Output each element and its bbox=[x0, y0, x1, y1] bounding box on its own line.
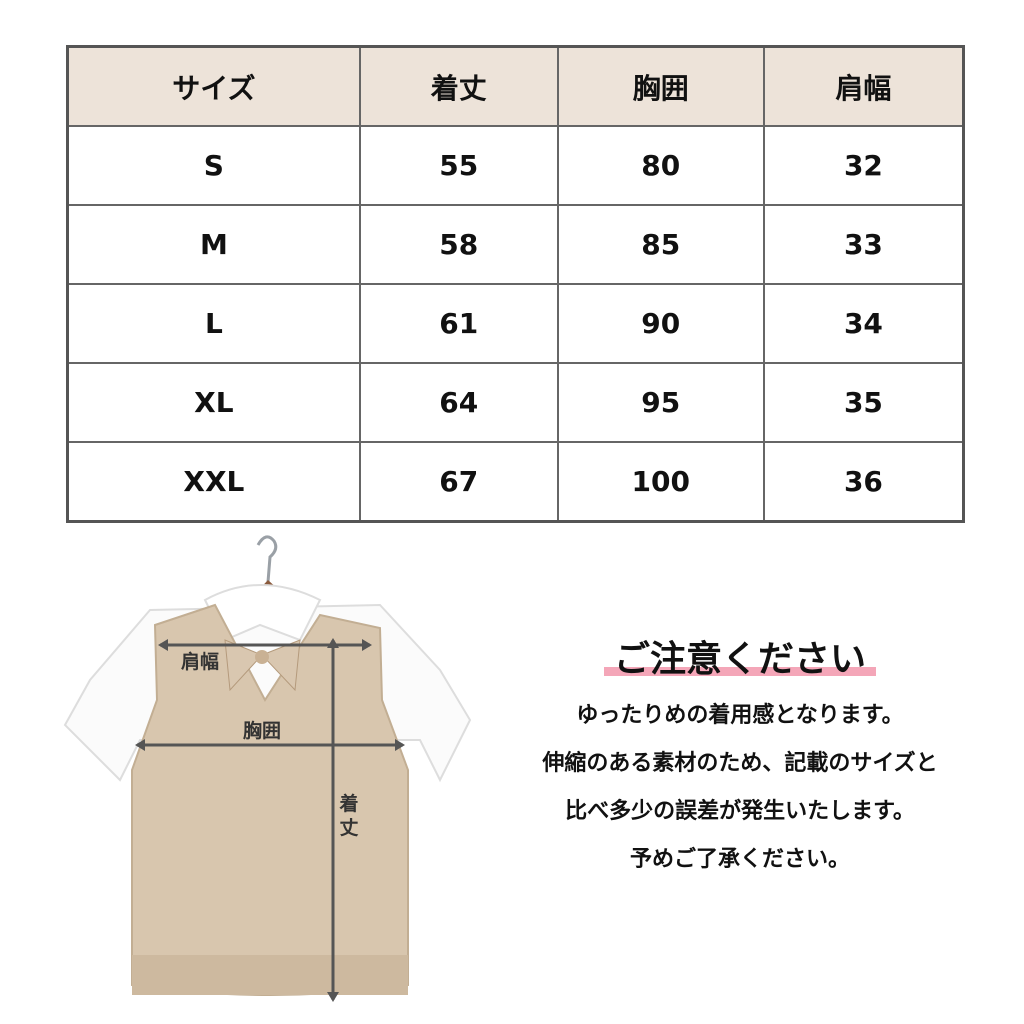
cell-shoulder: 35 bbox=[762, 362, 965, 443]
vest-illustration: 肩幅 胸囲 着丈 bbox=[63, 535, 472, 1002]
table-row: XXL 67 100 36 bbox=[66, 441, 965, 523]
cell-chest: 80 bbox=[556, 125, 765, 206]
cell-chest: 95 bbox=[556, 362, 765, 443]
length-label: 着丈 bbox=[339, 792, 358, 839]
bow-tie bbox=[224, 639, 301, 692]
cell-size: S bbox=[66, 125, 361, 206]
cell-length: 64 bbox=[358, 362, 559, 443]
chest-label: 胸囲 bbox=[243, 719, 281, 742]
cell-size: XL bbox=[66, 362, 361, 443]
cell-size: L bbox=[66, 283, 361, 364]
shoulder-label: 肩幅 bbox=[181, 650, 219, 673]
cell-chest: 100 bbox=[556, 441, 765, 523]
cell-shoulder: 36 bbox=[762, 441, 965, 523]
table-row: M 58 85 33 bbox=[66, 204, 965, 285]
cell-shoulder: 34 bbox=[762, 283, 965, 364]
cell-length: 67 bbox=[358, 441, 559, 523]
note-line-2: 伸縮のある素材のため、記載のサイズと bbox=[542, 751, 938, 776]
title-underline bbox=[603, 667, 876, 676]
header-length: 着丈 bbox=[358, 45, 559, 127]
table-row: L 61 90 34 bbox=[66, 283, 965, 364]
table-row: XL 64 95 35 bbox=[66, 362, 965, 443]
cell-chest: 85 bbox=[556, 204, 765, 285]
cell-shoulder: 33 bbox=[762, 204, 965, 285]
note-line-1: ゆったりめの着用感となります。 bbox=[576, 703, 904, 728]
cell-length: 55 bbox=[358, 125, 559, 206]
cell-shoulder: 32 bbox=[762, 125, 965, 206]
cell-length: 61 bbox=[358, 283, 559, 364]
cell-length: 58 bbox=[358, 204, 559, 285]
header-shoulder: 肩幅 bbox=[762, 45, 965, 127]
size-table: サイズ 着丈 胸囲 肩幅 S 55 80 32 M 58 85 33 L 61 90 34 XL 64 95… bbox=[66, 45, 965, 523]
table-header-row: サイズ 着丈 胸囲 肩幅 bbox=[66, 45, 965, 127]
header-size: サイズ bbox=[66, 45, 361, 127]
note-line-3: 比べ多少の誤差が発生いたします。 bbox=[565, 799, 915, 824]
note-line-4: 予めご了承ください。 bbox=[629, 847, 850, 872]
notes-section: ご注意ください ゆったりめの着用感となります。 伸縮のある素材のため、記載のサイ… bbox=[480, 620, 1000, 874]
table-row: S 55 80 32 bbox=[66, 125, 965, 206]
cell-size: XXL bbox=[66, 441, 361, 523]
cell-chest: 90 bbox=[556, 283, 765, 364]
notes-title: ご注意ください bbox=[603, 630, 876, 682]
header-chest: 胸囲 bbox=[556, 45, 765, 127]
cell-size: M bbox=[66, 204, 361, 285]
